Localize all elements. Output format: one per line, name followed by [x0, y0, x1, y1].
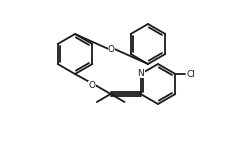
Text: O: O: [108, 45, 115, 53]
Text: O: O: [88, 81, 95, 91]
Text: N: N: [137, 69, 143, 78]
Text: Cl: Cl: [185, 70, 194, 79]
